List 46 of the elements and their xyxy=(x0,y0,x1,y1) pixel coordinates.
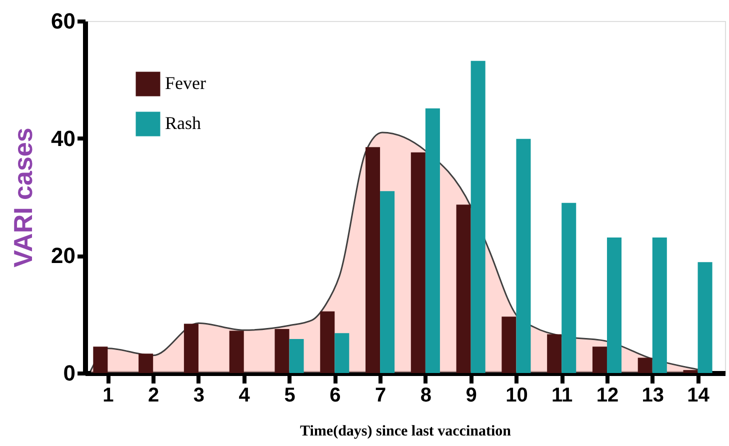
bar xyxy=(456,204,471,373)
bar xyxy=(606,237,622,373)
y-tick-label: 20 xyxy=(51,243,76,268)
bar xyxy=(516,138,531,373)
bar xyxy=(562,202,576,373)
bar xyxy=(380,191,395,373)
bar xyxy=(502,316,516,373)
legend-label: Rash xyxy=(165,113,201,133)
x-tick-label: 11 xyxy=(552,384,573,406)
x-tick-label: 2 xyxy=(148,384,160,406)
x-tick-label: 8 xyxy=(420,384,432,406)
x-tick-label: 6 xyxy=(330,384,341,406)
bar xyxy=(274,329,290,373)
bar xyxy=(638,358,652,373)
bar xyxy=(229,330,244,373)
bar xyxy=(592,346,607,373)
y-tick-label: 0 xyxy=(63,360,76,386)
y-axis-title: VARI cases xyxy=(8,128,38,268)
x-tick-label: 14 xyxy=(687,384,710,406)
bar xyxy=(138,354,154,373)
bar xyxy=(425,108,440,373)
y-tick-label: 40 xyxy=(51,126,76,151)
x-tick-label: 3 xyxy=(193,384,205,406)
bar xyxy=(410,152,426,373)
bar xyxy=(547,334,562,373)
bar xyxy=(289,338,304,373)
bar xyxy=(184,324,198,373)
x-tick-label: 1 xyxy=(102,384,114,406)
x-tick-label: 4 xyxy=(238,384,251,406)
x-tick-label: 12 xyxy=(596,384,619,406)
bar xyxy=(334,333,350,373)
bar xyxy=(652,237,667,373)
x-tick-label: 10 xyxy=(506,384,528,406)
x-tick-label: 9 xyxy=(466,384,477,406)
bar xyxy=(320,311,335,373)
bar xyxy=(683,370,698,373)
bar xyxy=(470,60,486,373)
y-tick-label: 60 xyxy=(51,8,76,34)
legend-label: Fever xyxy=(165,73,206,93)
bar xyxy=(93,346,108,373)
bar xyxy=(698,262,712,373)
bar xyxy=(366,147,380,373)
x-axis-title: Time(days) since last vaccination xyxy=(300,424,512,440)
x-tick-label: 13 xyxy=(642,384,664,406)
x-tick-label: 7 xyxy=(374,384,386,406)
x-tick-label: 5 xyxy=(284,384,296,406)
